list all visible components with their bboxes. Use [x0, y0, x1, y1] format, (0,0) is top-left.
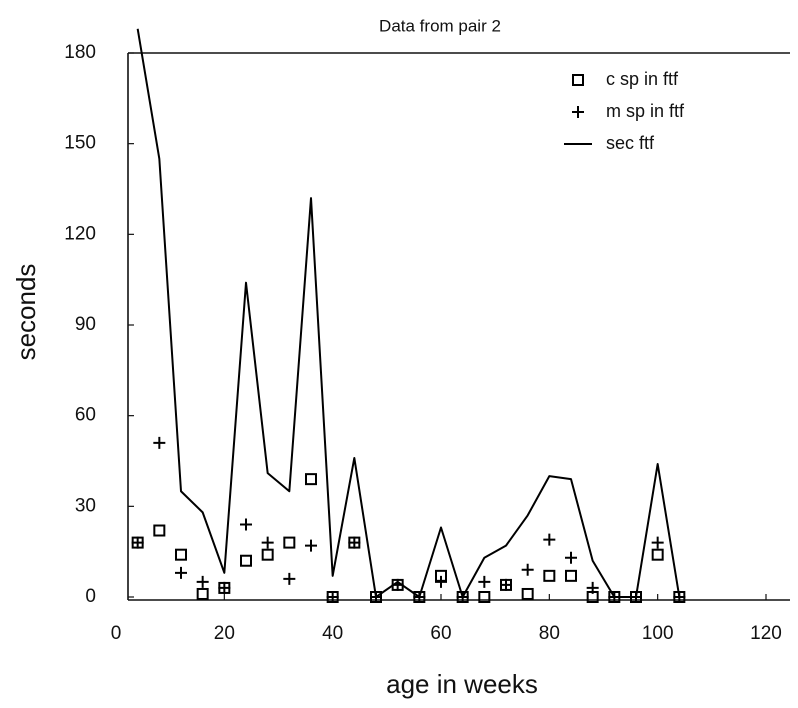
x-tick-label: 40	[322, 623, 343, 644]
plus-marker	[283, 572, 296, 585]
square-marker	[478, 591, 491, 603]
square-marker	[196, 587, 209, 600]
x-tick-label: 120	[750, 623, 782, 644]
plus-marker	[478, 575, 491, 588]
square-marker	[240, 554, 252, 567]
plus-marker	[543, 533, 556, 546]
square-marker	[175, 548, 187, 561]
plus-marker	[305, 539, 317, 552]
y-tick-label: 0	[85, 586, 96, 607]
y-tick-label: 30	[75, 495, 96, 516]
legend-label: sec ftf	[606, 133, 655, 153]
legend-label: c sp in ftf	[606, 69, 679, 89]
legend-label: m sp in ftf	[606, 101, 685, 121]
y-tick-label: 60	[75, 405, 96, 426]
y-tick-label: 90	[75, 314, 96, 335]
y-tick-label: 120	[64, 223, 96, 244]
x-tick-label: 100	[642, 623, 674, 644]
y-tick-label: 150	[64, 133, 96, 154]
plus-marker	[196, 575, 209, 588]
plus-marker	[521, 563, 534, 576]
legend-marker	[572, 74, 584, 86]
plus-marker	[240, 518, 252, 531]
line-series	[136, 28, 681, 598]
square-marker	[153, 524, 166, 537]
plus-marker	[326, 591, 339, 603]
plus-marker	[435, 575, 447, 588]
square-marker	[651, 548, 664, 561]
plus-marker	[565, 551, 577, 564]
plus-marker	[153, 436, 166, 449]
x-tick-label: 80	[539, 623, 560, 644]
plus-marker	[500, 578, 512, 591]
x-axis-label: age in weeks	[386, 669, 538, 699]
square-marker	[283, 536, 296, 549]
legend-marker	[572, 106, 584, 118]
square-marker	[305, 473, 317, 486]
x-tick-label: 60	[430, 623, 451, 644]
square-marker	[261, 548, 274, 561]
plus-marker	[218, 581, 231, 594]
plus-marker	[651, 536, 664, 549]
chart-title: Data from pair 2	[379, 16, 501, 35]
square-marker	[521, 587, 534, 600]
plus-marker	[586, 581, 599, 594]
plus-marker	[261, 536, 274, 549]
plus-marker	[348, 536, 361, 549]
x-tick-label: 20	[214, 623, 235, 644]
plus-marker	[131, 536, 144, 549]
square-marker	[565, 569, 577, 582]
plus-marker	[175, 566, 187, 579]
x-tick-label: 0	[111, 623, 122, 644]
y-axis-label: seconds	[11, 264, 41, 361]
y-tick-label: 180	[64, 42, 96, 63]
plot-area	[127, 52, 790, 601]
square-marker	[543, 569, 556, 582]
